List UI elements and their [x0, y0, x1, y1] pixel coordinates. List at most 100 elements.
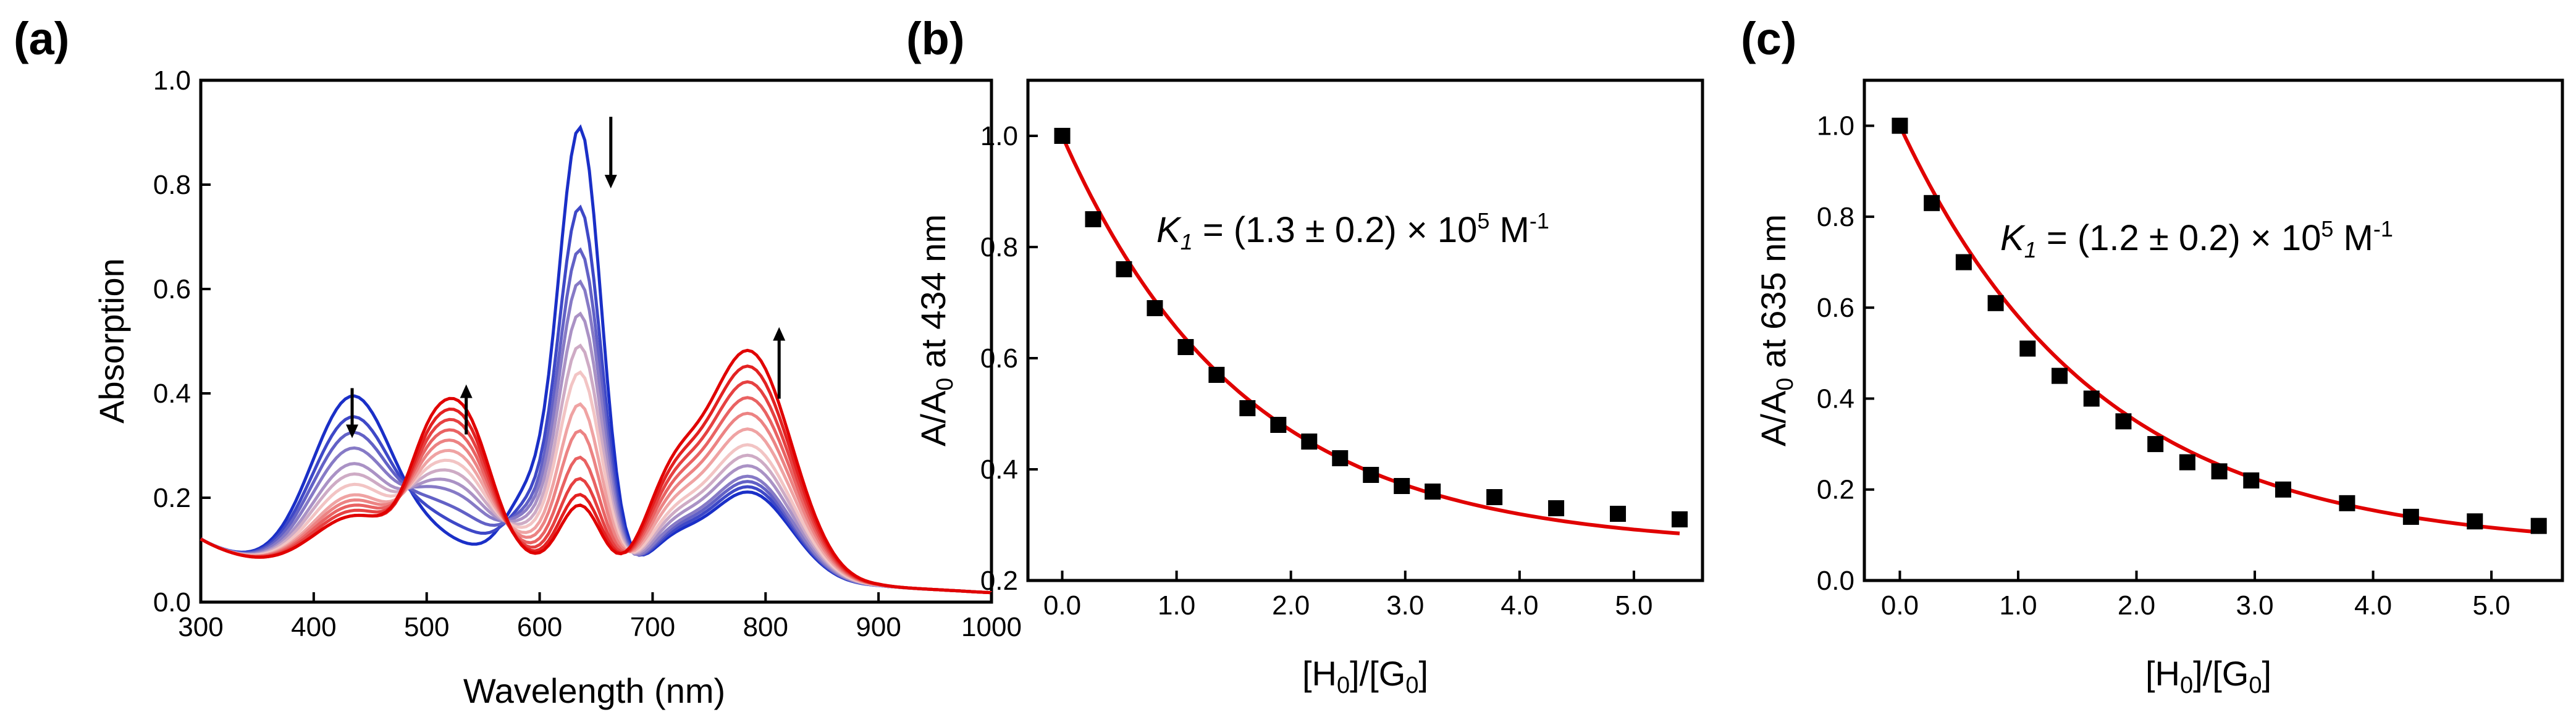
b-x-tick-label: 2.0 — [1272, 590, 1310, 621]
panel-a-spectra — [200, 124, 992, 595]
panel-c-k-unit: M — [2333, 218, 2373, 258]
c-x-tick-label: 1.0 — [1999, 590, 2037, 621]
panel-c-x-label: [H0]/[G0] — [2145, 654, 2271, 698]
b-data-point — [1486, 489, 1503, 505]
a-x-tick-label: 600 — [517, 612, 562, 642]
c-x-tick-label: 3.0 — [2236, 590, 2273, 621]
c-data-point — [2179, 454, 2195, 471]
b-y-tick-label: 0.6 — [980, 343, 1018, 374]
c-data-point — [2467, 513, 2483, 530]
b-data-point — [1177, 339, 1194, 355]
panel-b-x-axis: 0.0 1.0 2.0 3.0 4.0 5.0 — [1043, 571, 1653, 621]
a-y-tick-label: 0.0 — [153, 587, 191, 618]
panel-b: (b) 0.0 1.0 2.0 3.0 4.0 5.0 0.2 0.4 0.6 0.8 1.0 K… — [906, 13, 1704, 698]
panel-b-k-value: = (1.3 ± 0.2) × 10 — [1193, 210, 1478, 250]
b-data-point — [1085, 211, 1101, 227]
panel-b-y-axis: 0.2 0.4 0.6 0.8 1.0 — [980, 121, 1038, 596]
c-data-point — [2402, 508, 2419, 525]
panel-b-k-unit: M — [1489, 210, 1529, 250]
panel-c-y-axis: 0.0 0.2 0.4 0.6 0.8 1.0 — [1817, 111, 1874, 596]
b-data-point — [1548, 500, 1565, 516]
c-x-tick-label: 5.0 — [2472, 590, 2510, 621]
panel-b-k-annotation: K1 = (1.3 ± 0.2) × 105 M-1 — [1156, 208, 1549, 254]
panel-a-x-label: Wavelength (nm) — [463, 671, 725, 710]
c-data-point — [2052, 367, 2068, 384]
panel-c-k-value: = (1.2 ± 0.2) × 10 — [2037, 218, 2321, 258]
panel-a-y-label: Absorption — [92, 258, 131, 424]
b-x-tick-label: 0.0 — [1043, 590, 1081, 621]
b-data-point — [1116, 261, 1132, 277]
panel-c-plot-frame — [1863, 78, 2564, 582]
b-y-tick-label: 0.2 — [980, 566, 1018, 596]
panel-c-k-symbol: K — [2000, 218, 2026, 258]
panel-c-k-power: 5 — [2321, 216, 2333, 241]
panel-c-k-subscript: 1 — [2024, 237, 2037, 262]
c-y-tick-label: 0.2 — [1817, 475, 1854, 505]
panel-b-x-label: [H0]/[G0] — [1302, 654, 1428, 698]
panel-c-letter: (c) — [1741, 13, 1796, 64]
panel-a-arrows — [346, 117, 786, 438]
b-data-point — [1425, 484, 1441, 500]
c-data-point — [2339, 495, 2355, 511]
b-x-tick-label: 3.0 — [1386, 590, 1424, 621]
arrow-up-head — [460, 384, 473, 398]
c-x-tick-label: 0.0 — [1881, 590, 1919, 621]
panel-c-k-annotation: K1 = (1.2 ± 0.2) × 105 M-1 — [2000, 216, 2393, 262]
b-data-point — [1394, 478, 1410, 494]
c-data-point — [2019, 340, 2036, 357]
panel-b-k-power: 5 — [1477, 208, 1489, 233]
panel-c: (c) 0.0 1.0 2.0 3.0 4.0 5.0 0.0 0.2 0.4 0.6 0.8 1.… — [1741, 13, 2564, 698]
arrow-up-head — [773, 327, 786, 341]
c-data-point — [1955, 254, 1972, 270]
panel-c-x-axis: 0.0 1.0 2.0 3.0 4.0 5.0 — [1881, 571, 2511, 621]
panel-a-letter: (a) — [14, 13, 69, 64]
panel-b-k-unit-power: -1 — [1530, 208, 1549, 233]
spectrum-line-end — [200, 348, 992, 595]
b-x-tick-label: 5.0 — [1615, 590, 1652, 621]
a-x-tick-label: 700 — [630, 612, 675, 642]
panel-a-plot-frame — [199, 78, 993, 604]
a-x-tick-label: 900 — [856, 612, 901, 642]
a-y-tick-label: 0.2 — [153, 483, 191, 513]
c-data-point — [1892, 117, 1908, 134]
b-y-tick-label: 0.8 — [980, 232, 1018, 262]
c-data-point — [2147, 436, 2164, 453]
b-x-tick-label: 4.0 — [1501, 590, 1538, 621]
c-x-tick-label: 2.0 — [2118, 590, 2155, 621]
panel-a-x-axis: 300 400 500 600 700 800 900 1000 — [178, 592, 1022, 642]
a-x-tick-label: 300 — [178, 612, 223, 642]
b-data-point — [1147, 300, 1163, 316]
b-y-tick-label: 0.4 — [980, 455, 1018, 485]
c-data-point — [2211, 463, 2228, 480]
c-data-point — [2243, 472, 2260, 488]
c-y-tick-label: 0.6 — [1817, 293, 1854, 323]
panel-b-points — [1054, 128, 1688, 527]
b-data-point — [1610, 506, 1627, 522]
a-y-tick-label: 0.6 — [153, 274, 191, 304]
panel-a: (a) 300 400 500 600 700 800 900 1000 0.00.20.40… — [14, 13, 1022, 710]
a-x-tick-label: 500 — [404, 612, 449, 642]
panel-c-y-label: A/A0 at 635 nm — [1754, 214, 1798, 446]
panel-b-letter: (b) — [906, 13, 965, 64]
arrow-down-head — [346, 424, 359, 438]
panel-b-k-subscript: 1 — [1181, 229, 1193, 254]
panel-b-k-symbol: K — [1156, 210, 1182, 250]
panel-b-y-label: A/A0 at 434 nm — [914, 214, 958, 446]
b-data-point — [1208, 367, 1225, 383]
b-data-point — [1054, 128, 1071, 144]
panel-a-y-axis: 0.0 0.2 0.4 0.6 0.8 1.0 — [153, 65, 211, 618]
b-data-point — [1363, 467, 1379, 483]
c-y-tick-label: 0.0 — [1817, 566, 1854, 596]
c-y-tick-label: 0.8 — [1817, 202, 1854, 232]
a-x-tick-label: 1000 — [961, 612, 1022, 642]
b-y-tick-label: 1.0 — [980, 121, 1018, 151]
a-x-tick-label: 800 — [743, 612, 788, 642]
a-y-tick-label: 0.4 — [153, 379, 191, 409]
b-data-point — [1671, 511, 1688, 527]
c-data-point — [1987, 295, 2004, 311]
arrow-down-head — [604, 175, 617, 189]
c-data-point — [2530, 518, 2547, 534]
b-data-point — [1270, 417, 1287, 433]
b-data-point — [1239, 400, 1256, 416]
